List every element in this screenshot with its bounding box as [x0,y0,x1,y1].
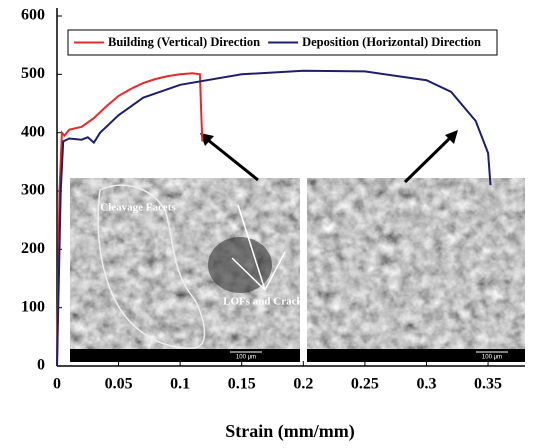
sem-image-right [307,178,525,362]
arrow-head [445,130,458,144]
x-tick-label: 0.05 [105,376,133,393]
arrow [403,136,452,184]
y-tick-label: 600 [21,7,45,24]
y-tick-label: 500 [21,65,45,82]
data-line [56,72,204,367]
annotation: Cleavage Facets [100,202,176,214]
legend-label: Building (Vertical) Direction [108,35,260,49]
x-tick-label: 0.25 [351,376,379,393]
arrow [207,138,259,182]
arrow-head [200,133,214,146]
scale-label: 100 μm [482,355,502,361]
x-tick-label: 0.1 [170,376,190,393]
annotation: LOFs and Cracks [223,296,307,308]
inset-images: Cleavage Facets LOFs and Cracks 100 μm 1… [70,130,525,362]
x-tick-label: 0.3 [416,376,436,393]
legend-label: Deposition (Horizontal) Direction [302,35,481,49]
pointer-line [231,257,266,291]
x-tick-label: 0.2 [293,376,313,393]
data-line [56,69,492,367]
x-tick-label: 0 [53,376,61,393]
y-tick-label: 200 [21,240,45,257]
y-tick-label: 100 [21,298,45,315]
scale-strip [307,349,525,362]
pointer-line [264,251,286,291]
y-tick-label: 0 [37,357,45,374]
x-tick-label: 0.35 [474,376,502,393]
scale-label: 100 μm [236,355,256,361]
facet-outline [97,184,206,349]
y-tick-label: 300 [21,182,45,199]
x-tick-label: 0.15 [228,376,256,393]
scale-strip [70,349,300,362]
y-tick-label: 400 [21,123,45,140]
pointer-line [237,204,266,291]
x-axis-label: Strain (mm/mm) [225,421,354,442]
